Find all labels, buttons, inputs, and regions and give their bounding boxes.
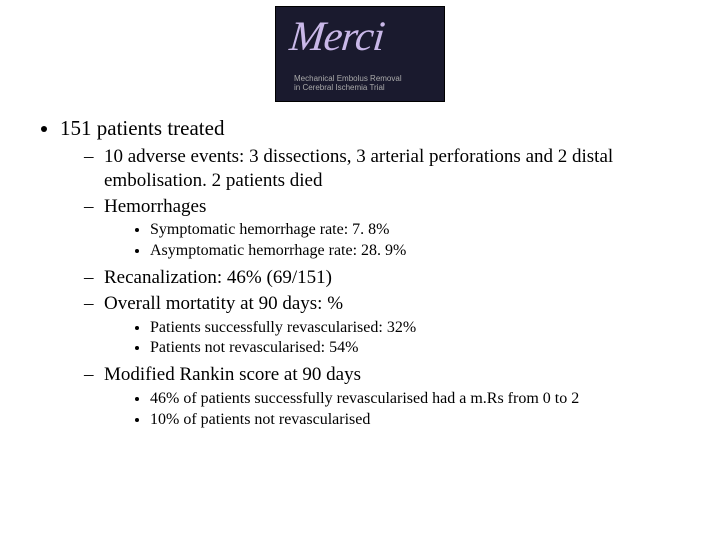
l2-item-rankin: Modified Rankin score at 90 days 46% of … — [84, 363, 700, 430]
level2-list: 10 adverse events: 3 dissections, 3 arte… — [60, 145, 700, 430]
l2-item-mortality: Overall mortatity at 90 days: % Patients… — [84, 292, 700, 359]
l3-item-revasc-success: Patients successfully revascularised: 32… — [150, 318, 700, 339]
l3-item-asymptomatic: Asymptomatic hemorrhage rate: 28. 9% — [150, 241, 700, 262]
content-area: 151 patients treated 10 adverse events: … — [0, 116, 720, 430]
l2-text-recanalization: Recanalization: 46% (69/151) — [104, 267, 332, 288]
l2-text-mortality: Overall mortatity at 90 days: % — [104, 293, 343, 314]
l2-item-adverse: 10 adverse events: 3 dissections, 3 arte… — [84, 145, 700, 193]
l3-item-revasc-not: Patients not revascularised: 54% — [150, 338, 700, 359]
l2-item-recanalization: Recanalization: 46% (69/151) — [84, 266, 700, 290]
logo-sub-line2: in Cerebral Ischemia Trial — [294, 84, 436, 93]
l3-item-rankin-not: 10% of patients not revascularised — [150, 410, 700, 431]
l2-text-rankin: Modified Rankin score at 90 days — [104, 364, 361, 385]
logo-subtitle: Mechanical Embolus Removal in Cerebral I… — [294, 75, 436, 93]
level1-list: 151 patients treated 10 adverse events: … — [28, 116, 700, 430]
level3-list-rankin: 46% of patients successfully revasculari… — [104, 389, 700, 431]
l1-item-patients: 151 patients treated 10 adverse events: … — [60, 116, 700, 430]
merci-logo: Merci Mechanical Embolus Removal in Cere… — [275, 6, 445, 102]
l1-text-patients: 151 patients treated — [60, 116, 224, 140]
logo-script-text: Merci — [287, 13, 386, 61]
l2-text-adverse: 10 adverse events: 3 dissections, 3 arte… — [104, 146, 613, 191]
logo-container: Merci Mechanical Embolus Removal in Cere… — [0, 6, 720, 102]
l2-item-hemorrhages: Hemorrhages Symptomatic hemorrhage rate:… — [84, 195, 700, 262]
l2-text-hemorrhages: Hemorrhages — [104, 196, 206, 217]
level3-list-mort: Patients successfully revascularised: 32… — [104, 318, 700, 360]
level3-list-hem: Symptomatic hemorrhage rate: 7. 8% Asymp… — [104, 220, 700, 262]
l3-item-rankin-success: 46% of patients successfully revasculari… — [150, 389, 700, 410]
l3-item-symptomatic: Symptomatic hemorrhage rate: 7. 8% — [150, 220, 700, 241]
